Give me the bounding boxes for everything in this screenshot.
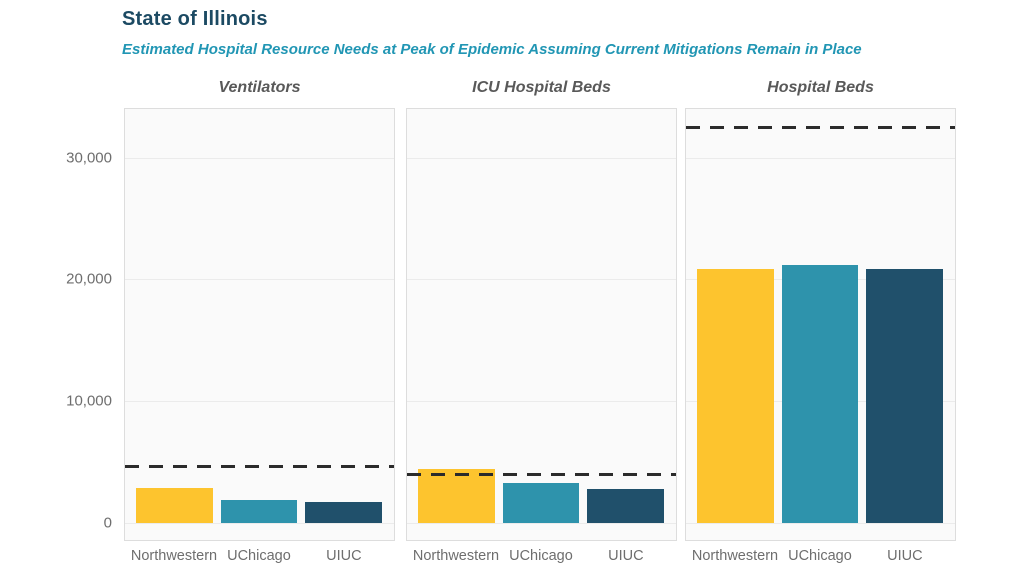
panel-title-icu-hospital-beds: ICU Hospital Beds [472, 79, 611, 96]
x-axis-labels-hospital-beds: Northwestern UChicago UIUC [685, 549, 956, 569]
x-tick-label-northwestern: Northwestern [691, 548, 779, 564]
page-subtitle: Estimated Hospital Resource Needs at Pea… [122, 41, 862, 58]
gridline [125, 279, 394, 281]
bar-uchicago [502, 483, 580, 523]
gridline [125, 523, 394, 524]
page-title: State of Illinois [122, 8, 268, 30]
x-axis-labels-ventilators: Northwestern UChicago UIUC [124, 549, 395, 569]
panel-ventilators: Ventilators Northwestern UChicago UIUC [124, 0, 395, 578]
gridline [686, 157, 955, 159]
capacity-dashed-line [125, 464, 394, 468]
x-tick-label-uchicago: UChicago [227, 548, 291, 564]
x-tick-label-uchicago: UChicago [788, 548, 852, 564]
y-tick-label: 10,000 [66, 392, 112, 410]
x-axis-labels-icu-hospital-beds: Northwestern UChicago UIUC [406, 549, 677, 569]
x-tick-label-uiuc: UIUC [326, 548, 362, 564]
bar-northwestern [136, 488, 213, 523]
panel-title-hospital-beds: Hospital Beds [767, 79, 874, 96]
gridline [407, 401, 676, 403]
y-axis-labels: 0 10,000 20,000 30,000 [0, 0, 112, 578]
gridline [407, 157, 676, 159]
x-tick-label-uchicago: UChicago [509, 548, 573, 564]
bar-uiuc [865, 269, 943, 523]
y-tick-label: 20,000 [66, 270, 112, 288]
gridline [125, 401, 394, 403]
panel-title-ventilators: Ventilators [218, 79, 301, 96]
bar-uiuc [586, 489, 664, 523]
plot-area-icu-hospital-beds [406, 108, 677, 541]
x-tick-label-uiuc: UIUC [608, 548, 644, 564]
bar-uchicago [220, 500, 298, 523]
bar-uiuc [304, 502, 382, 523]
panel-icu-hospital-beds: ICU Hospital Beds Northwestern UChicago UI… [406, 0, 677, 578]
panel-hospital-beds: Hospital Beds Northwestern UChicago UIUC [685, 0, 956, 578]
y-tick-label: 30,000 [66, 149, 112, 167]
bar-uchicago [781, 265, 859, 523]
gridline [407, 523, 676, 524]
y-tick-label: 0 [103, 514, 112, 532]
plot-area-hospital-beds [685, 108, 956, 541]
capacity-dashed-line [686, 125, 955, 129]
x-tick-label-uiuc: UIUC [887, 548, 923, 564]
capacity-dashed-line [407, 473, 676, 477]
x-tick-label-northwestern: Northwestern [412, 548, 500, 564]
plot-area-ventilators [124, 108, 395, 541]
gridline [125, 157, 394, 159]
gridline [686, 523, 955, 524]
gridline [407, 279, 676, 281]
x-tick-label-northwestern: Northwestern [130, 548, 218, 564]
bar-northwestern [418, 469, 495, 523]
bar-northwestern [697, 269, 774, 523]
